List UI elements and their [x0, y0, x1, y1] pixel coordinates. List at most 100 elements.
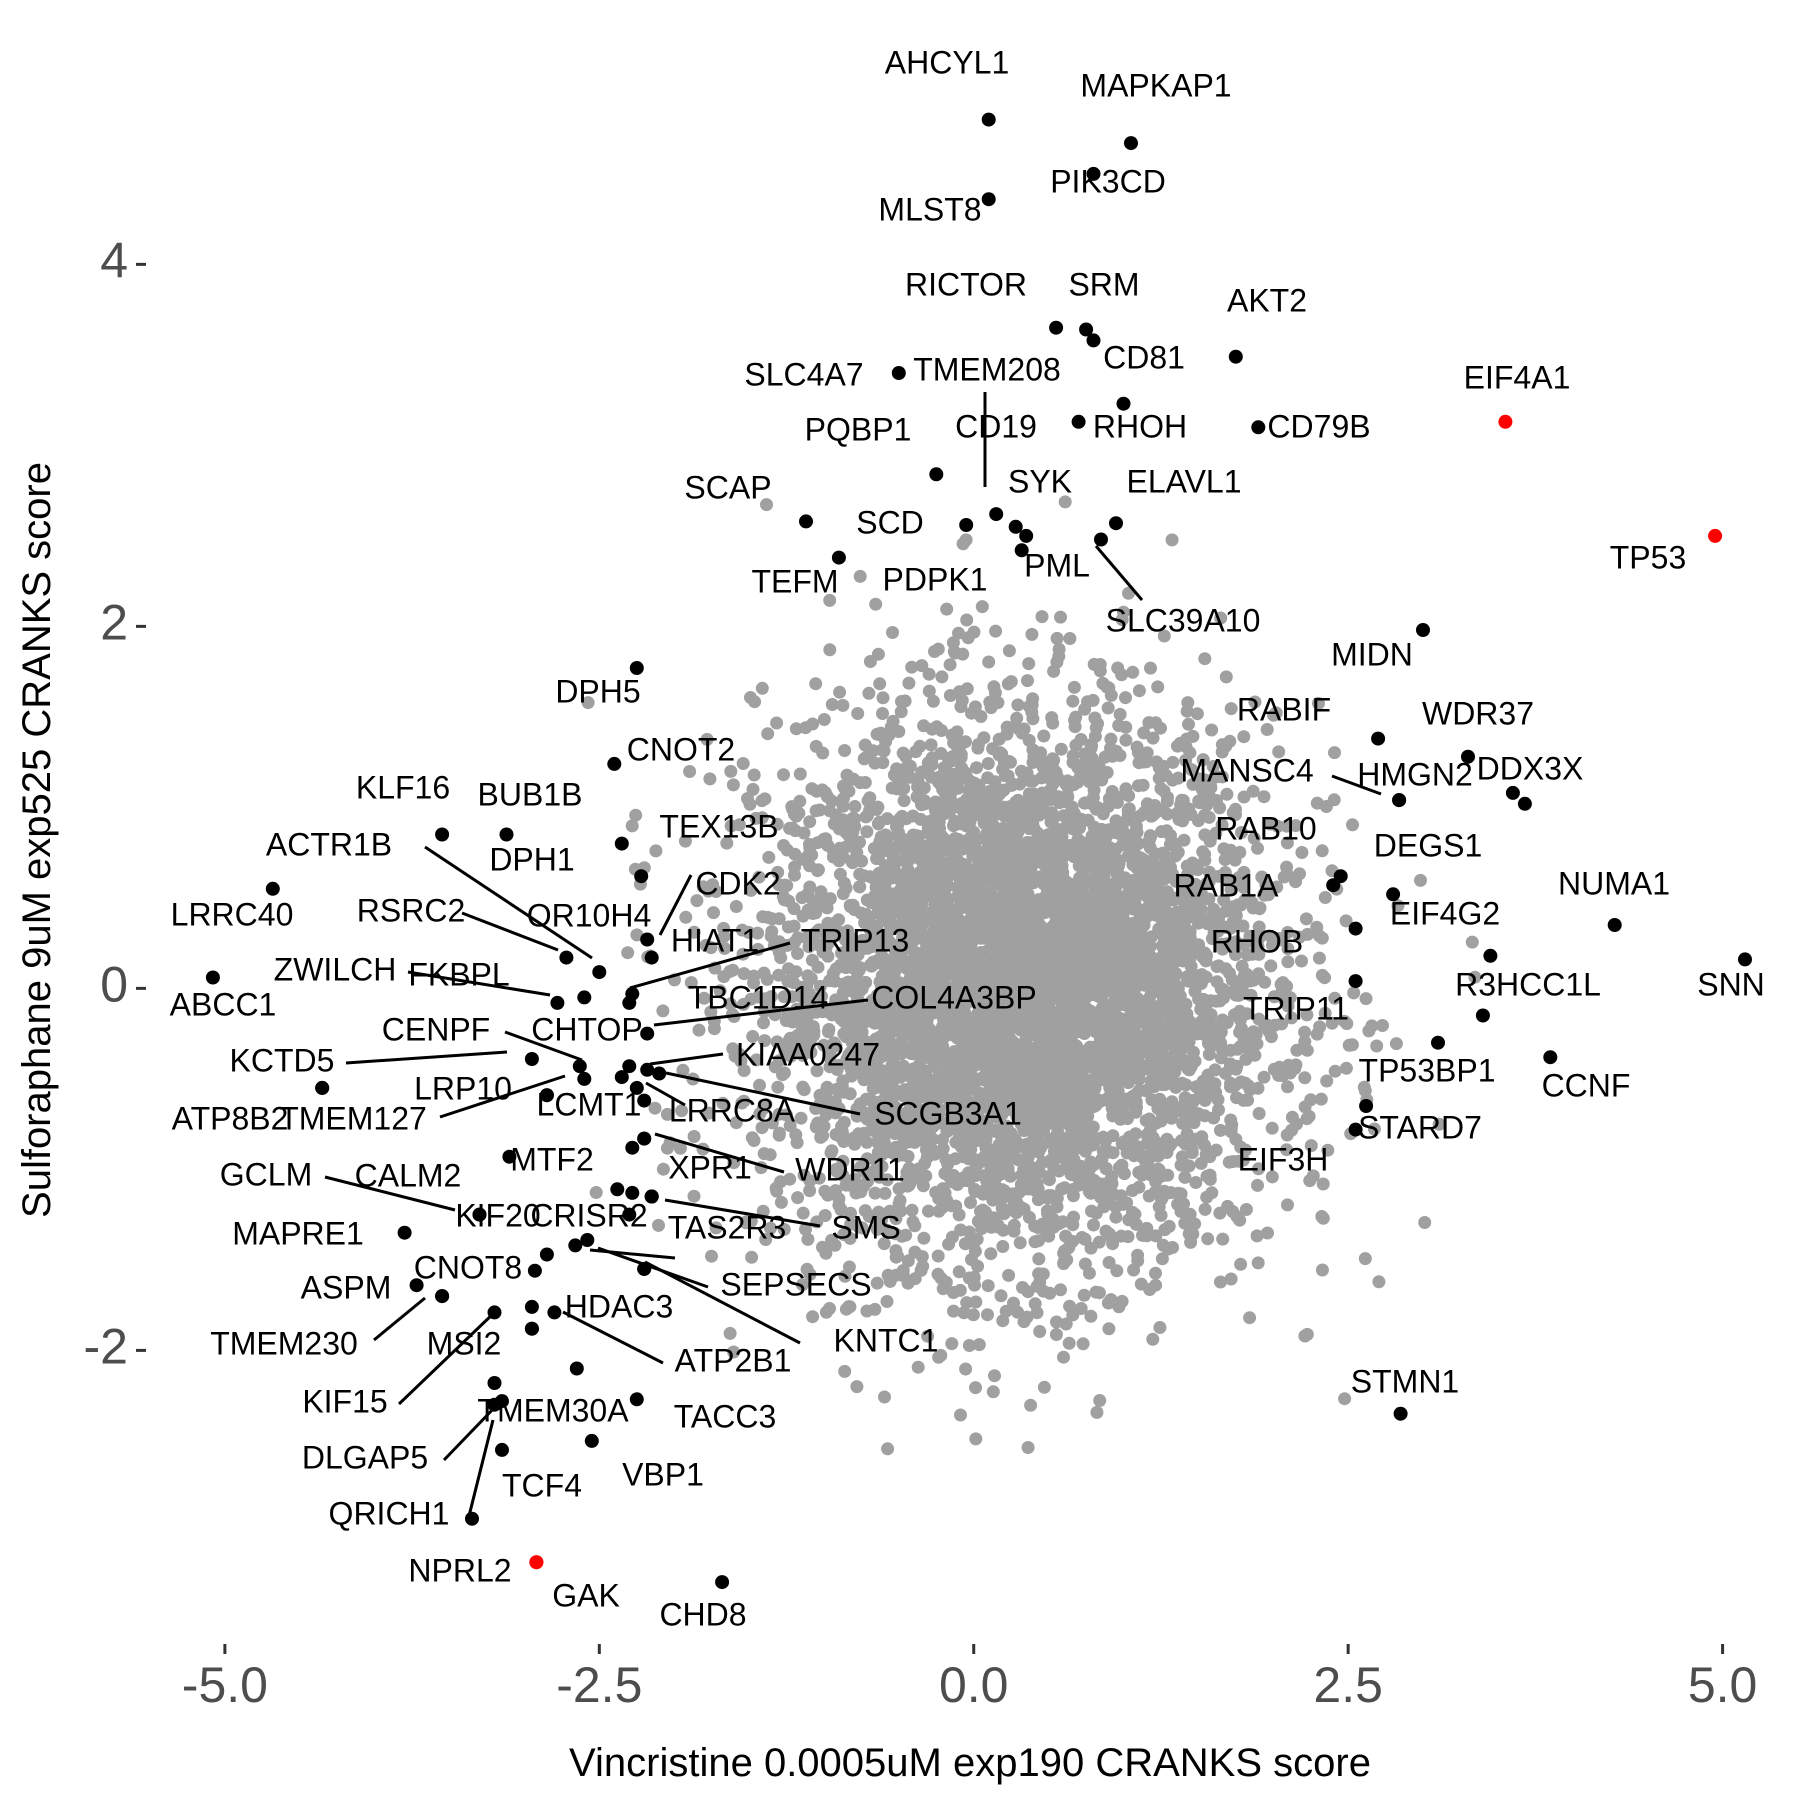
background-point: [1142, 1048, 1156, 1061]
background-point: [833, 958, 847, 972]
background-point: [1126, 665, 1140, 679]
background-point: [1316, 1177, 1330, 1191]
background-point: [1066, 1234, 1079, 1248]
background-point: [1050, 655, 1064, 669]
background-point: [809, 1120, 823, 1134]
background-point: [791, 947, 804, 960]
background-point: [939, 1275, 953, 1289]
background-point: [1272, 1060, 1286, 1074]
background-point: [1152, 922, 1166, 936]
background-point: [1186, 729, 1200, 743]
background-point: [1304, 1093, 1318, 1107]
background-point: [1178, 1091, 1192, 1105]
background-point: [878, 881, 892, 895]
background-point: [1046, 940, 1059, 953]
background-point: [1155, 1252, 1169, 1266]
background-point: [1151, 1098, 1165, 1112]
background-point: [1214, 1123, 1227, 1137]
background-point: [1044, 1087, 1058, 1101]
background-point: [1050, 1067, 1064, 1081]
background-point: [755, 811, 769, 825]
background-point: [1321, 1143, 1335, 1157]
background-point: [589, 1186, 603, 1199]
background-point: [1060, 1253, 1074, 1267]
background-point: [850, 1380, 864, 1394]
background-point: [1290, 1043, 1304, 1057]
background-point: [675, 1104, 689, 1118]
background-point: [968, 1278, 981, 1292]
background-point: [838, 1364, 852, 1378]
background-point: [1033, 1325, 1047, 1338]
background-point: [1209, 1143, 1223, 1157]
background-point: [955, 1118, 969, 1132]
background-point: [1154, 984, 1168, 998]
background-point: [1203, 1172, 1217, 1186]
background-point: [1120, 1196, 1134, 1210]
background-point: [954, 1408, 967, 1422]
background-point: [772, 968, 786, 982]
background-point: [726, 778, 740, 792]
background-point: [1367, 1122, 1381, 1136]
background-point: [915, 950, 929, 964]
background-point: [1077, 1056, 1091, 1069]
background-points: [581, 495, 1482, 1456]
background-point: [1178, 1117, 1191, 1131]
background-point: [1328, 1064, 1342, 1078]
background-point: [989, 942, 1003, 956]
background-point: [809, 906, 823, 920]
background-point: [806, 1310, 820, 1324]
background-point: [875, 897, 888, 911]
background-point: [859, 1092, 873, 1106]
background-point: [880, 1295, 894, 1308]
background-point: [1247, 831, 1261, 845]
background-point: [972, 1157, 985, 1170]
background-point: [1200, 798, 1214, 812]
background-point: [1144, 809, 1158, 823]
background-point: [1134, 809, 1148, 823]
background-point: [1101, 850, 1115, 864]
background-point: [889, 841, 903, 855]
background-point: [1087, 1218, 1100, 1232]
background-point: [704, 1005, 718, 1019]
background-point: [1152, 1200, 1166, 1214]
background-point: [1207, 902, 1221, 916]
background-point: [921, 911, 935, 925]
background-point: [1134, 1277, 1148, 1291]
background-point: [1155, 825, 1168, 839]
background-point: [922, 667, 936, 681]
background-point: [1080, 990, 1094, 1004]
background-point: [755, 681, 769, 695]
background-point: [1318, 971, 1332, 985]
background-point: [823, 643, 837, 657]
background-point: [936, 1039, 950, 1053]
background-point: [823, 1302, 836, 1315]
background-point: [962, 1339, 976, 1352]
background-point: [935, 842, 949, 856]
background-point: [1239, 1203, 1253, 1216]
background-point: [1300, 1008, 1314, 1022]
background-point: [1265, 1121, 1279, 1135]
background-point: [793, 767, 807, 781]
background-point: [729, 900, 743, 913]
background-point: [1192, 992, 1206, 1006]
background-point: [707, 1022, 721, 1036]
background-point: [1146, 1332, 1160, 1346]
background-point: [838, 744, 852, 757]
background-point: [918, 1132, 932, 1145]
background-point: [863, 791, 877, 805]
background-point: [811, 960, 825, 974]
background-point: [750, 1053, 763, 1067]
background-point: [1252, 920, 1266, 934]
background-point: [1376, 1019, 1389, 1032]
background-point: [789, 722, 803, 736]
background-point: [946, 1286, 960, 1299]
background-point: [1050, 1315, 1063, 1329]
background-point: [986, 1385, 1000, 1399]
background-point: [1112, 1300, 1126, 1314]
background-point: [1089, 1206, 1103, 1220]
background-point: [837, 1115, 851, 1129]
background-point: [1025, 627, 1039, 641]
background-point: [1239, 1143, 1252, 1157]
background-point: [959, 1149, 973, 1163]
background-point: [1144, 1080, 1158, 1094]
